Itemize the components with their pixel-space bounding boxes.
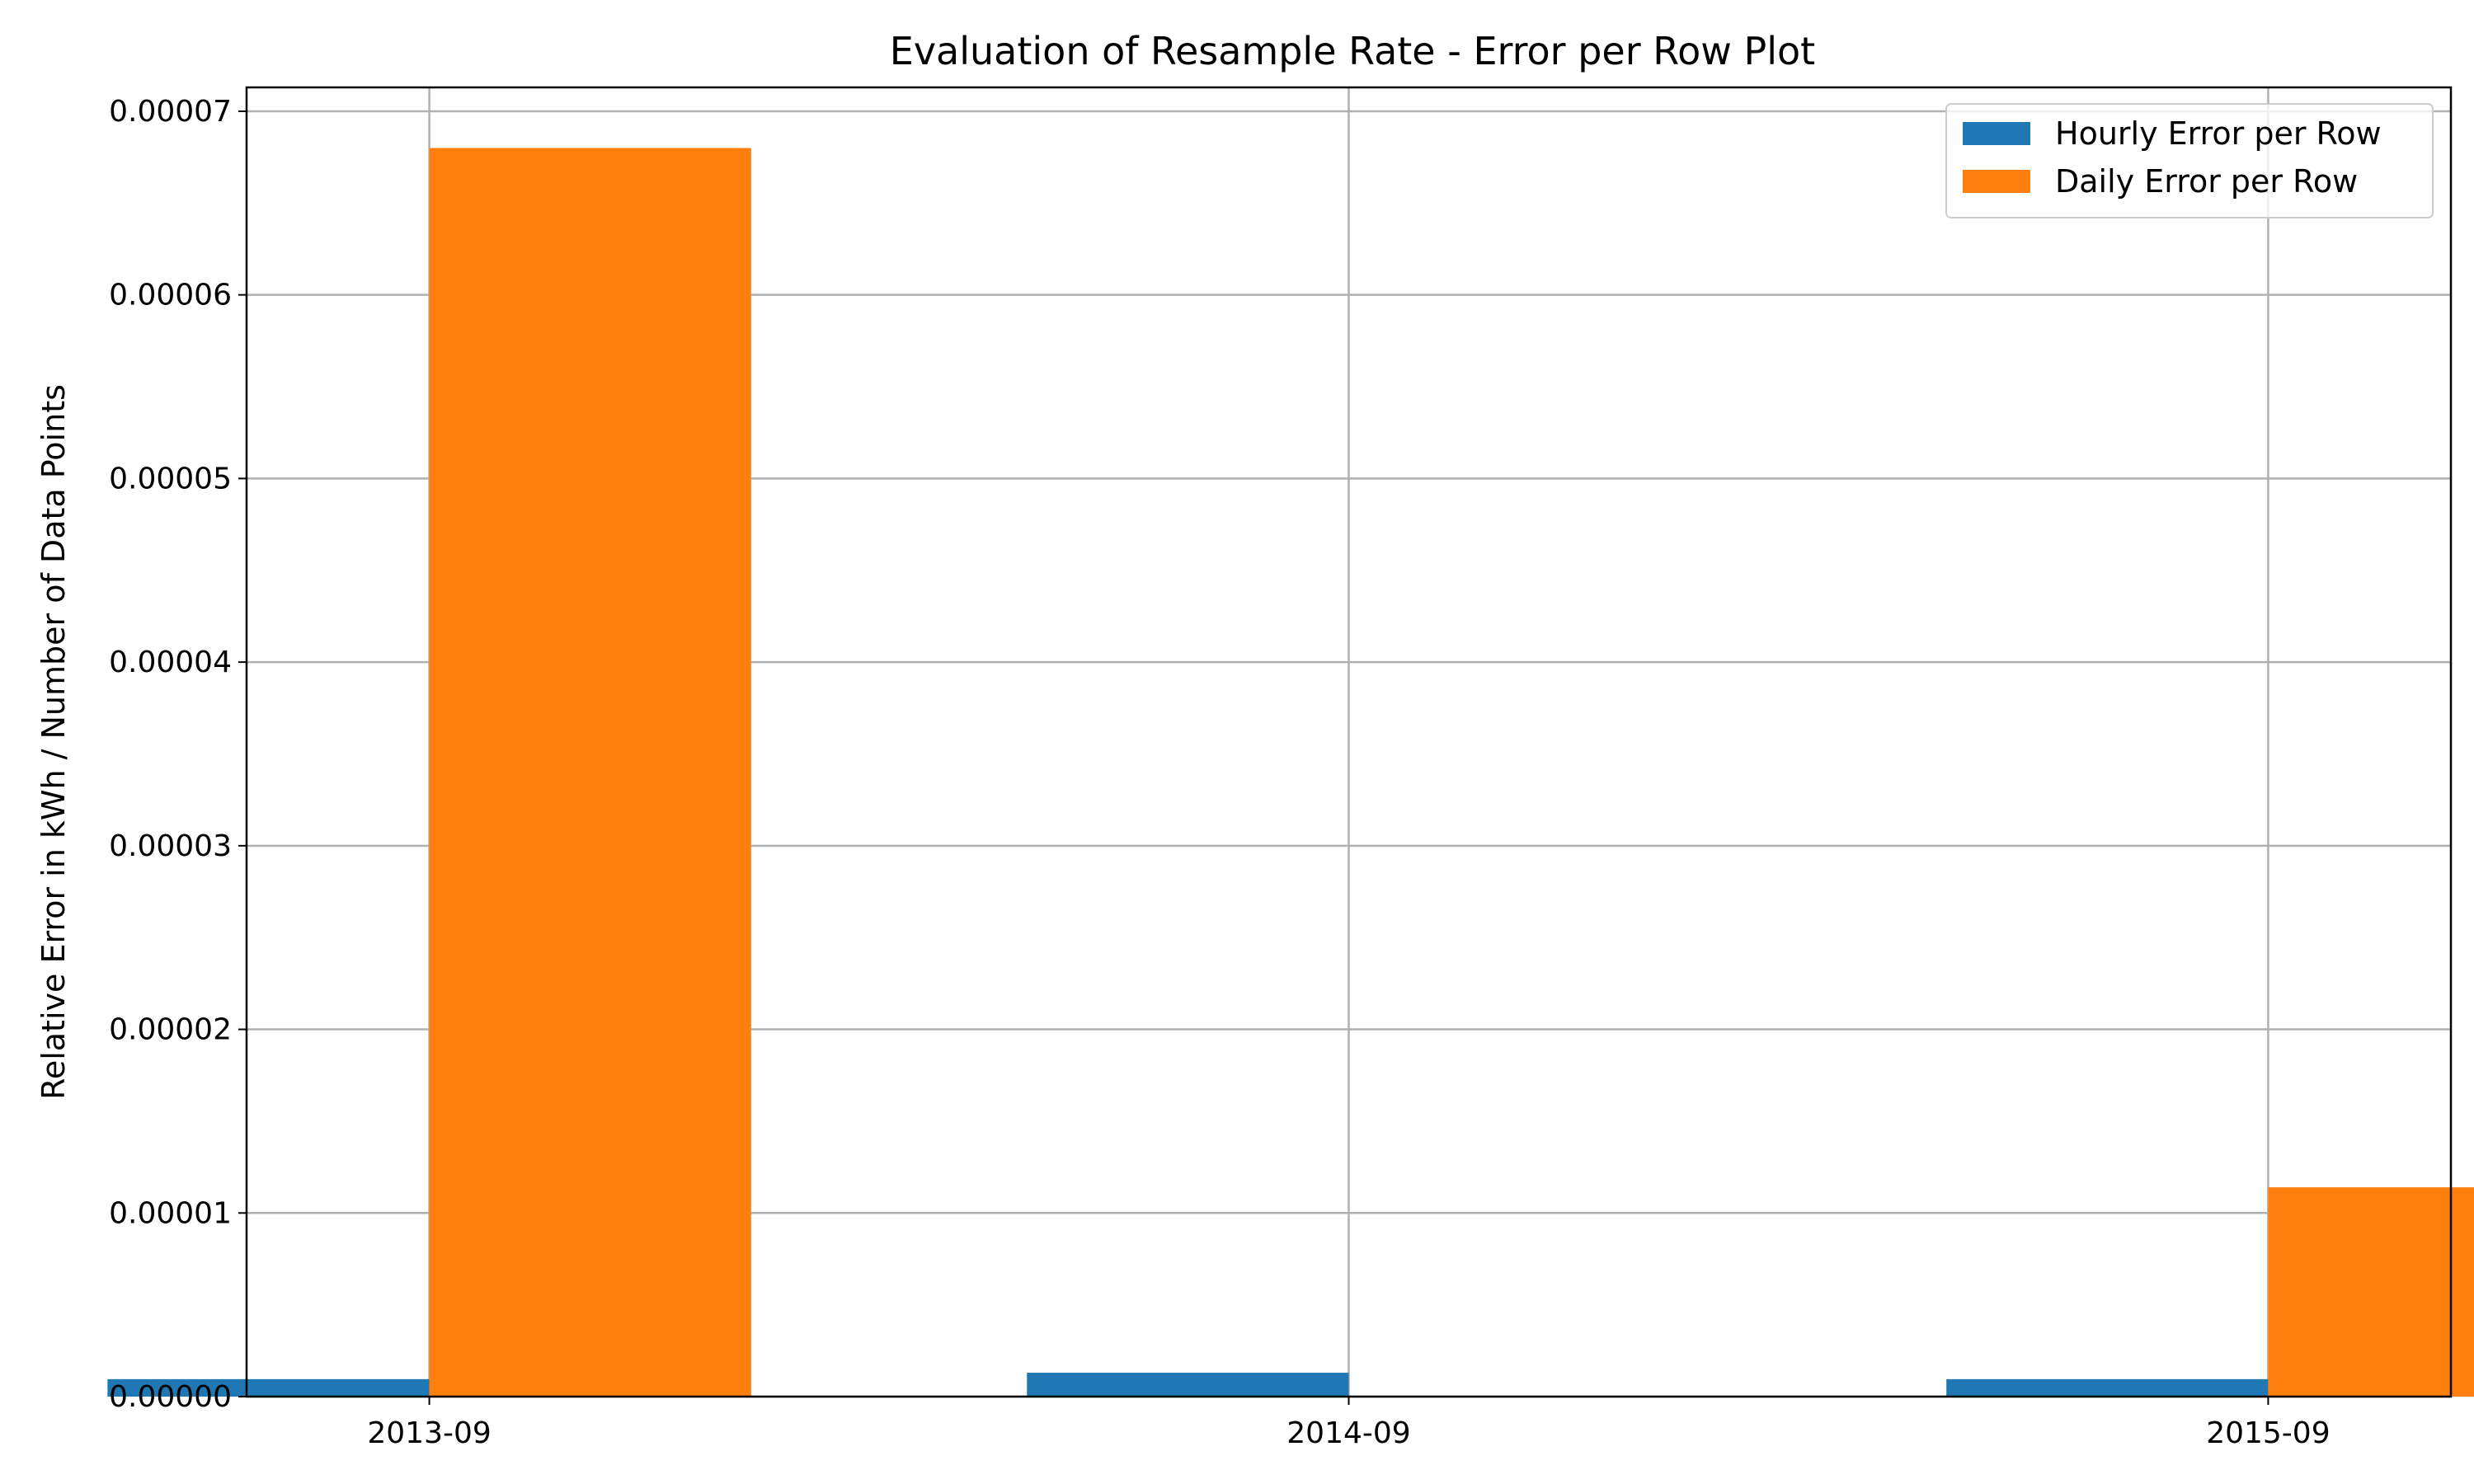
y-tick-label: 0.00000 xyxy=(109,1380,232,1414)
bar-hourly-2013-09 xyxy=(107,1378,430,1397)
y-tick-label: 0.00006 xyxy=(109,279,232,312)
bar-hourly-2015-09 xyxy=(1946,1378,2269,1397)
bar-daily-2013-09 xyxy=(429,148,751,1397)
x-tick-label: 2013-09 xyxy=(367,1416,491,1450)
bars xyxy=(107,148,2474,1397)
legend-label-hourly: Hourly Error per Row xyxy=(2055,115,2382,152)
plot-area: 0.00000 0.00001 0.00002 0.00003 0.00004 0.000… xyxy=(107,86,2474,1450)
bar-hourly-2014-09 xyxy=(1027,1373,1349,1397)
y-tick-label: 0.00001 xyxy=(109,1196,232,1230)
x-tick-label: 2014-09 xyxy=(1286,1416,1410,1450)
bar-daily-2015-09 xyxy=(2268,1187,2474,1397)
legend-box xyxy=(1945,103,2434,218)
legend-label-daily: Daily Error per Row xyxy=(2055,163,2358,200)
legend-swatch-hourly xyxy=(1963,122,2030,145)
y-tick-label: 0.00002 xyxy=(109,1013,232,1047)
chart-title: Evaluation of Resample Rate - Error per … xyxy=(890,29,1815,73)
legend-swatch-daily xyxy=(1963,170,2030,193)
x-axis-ticks: 2013-09 2014-09 2015-09 xyxy=(367,1397,2331,1450)
y-tick-label: 0.00004 xyxy=(109,646,232,679)
y-tick-label: 0.00003 xyxy=(109,829,232,863)
y-tick-label: 0.00007 xyxy=(109,95,232,129)
legend-items: Hourly Error per Row Daily Error per Row xyxy=(1963,115,2382,200)
y-tick-label: 0.00005 xyxy=(109,462,232,495)
x-tick-label: 2015-09 xyxy=(2206,1416,2330,1450)
y-axis-ticks: 0.00000 0.00001 0.00002 0.00003 0.00004 0.000… xyxy=(109,95,247,1414)
y-axis-label: Relative Error in kWh / Number of Data P… xyxy=(35,384,72,1100)
legend: Hourly Error per Row Daily Error per Row xyxy=(1945,103,2434,218)
